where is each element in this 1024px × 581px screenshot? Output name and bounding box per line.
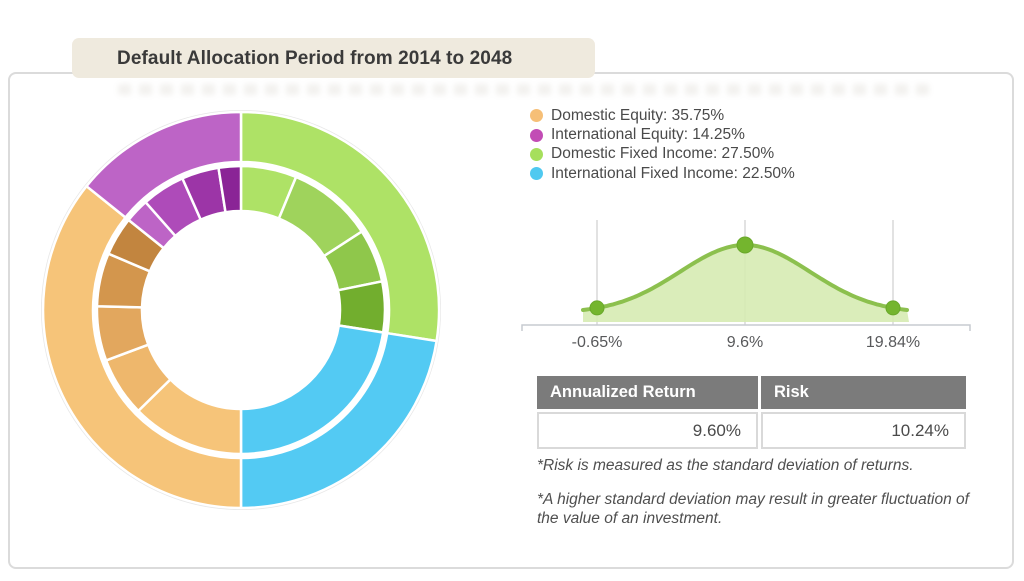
legend-item: International Equity: 14.25% [530,125,795,144]
legend-item-label: International Fixed Income: 22.50% [551,164,795,182]
distribution-area [583,245,909,322]
risk-value: 10.24% [761,412,966,449]
blurred-background-text [118,84,930,95]
deviation-footnote: *A higher standard deviation may result … [537,491,969,527]
return-distribution-chart: -0.65% 9.6% 19.84% [521,220,971,351]
donut-segment-inner[interactable] [336,280,387,334]
legend-color-dot [530,167,543,181]
legend-item-label: International Equity: 14.25% [551,126,745,144]
distribution-point[interactable] [885,300,901,316]
risk-footnote: *Risk is measured as the standard deviat… [537,457,914,474]
distribution-point[interactable] [736,236,754,254]
summary-table: Annualized Return Risk 9.60% 10.24% [537,376,966,449]
donut-segment-inner[interactable] [217,164,243,214]
x-tick-label: 9.6% [727,334,763,351]
donut-segment-outer[interactable] [41,184,243,510]
annualized-return-value: 9.60% [537,412,758,449]
table-header-annualized-return: Annualized Return [537,376,758,409]
allocation-donut-chart[interactable] [38,105,444,511]
distribution-point[interactable] [589,300,605,316]
page-title: Default Allocation Period from 2014 to 2… [117,48,513,69]
x-tick-label: -0.65% [572,334,623,351]
allocation-legend: Domestic Equity: 35.75% International Eq… [530,106,795,184]
legend-color-dot [530,147,543,161]
x-axis [521,324,971,331]
table-header-risk: Risk [761,376,966,409]
legend-item: Domestic Fixed Income: 27.50% [530,145,795,164]
legend-color-dot [530,109,543,123]
legend-item: International Fixed Income: 22.50% [530,164,795,183]
legend-color-dot [530,128,543,142]
x-tick-label: 19.84% [866,334,920,351]
legend-item-label: Domestic Fixed Income: 27.50% [551,145,775,163]
legend-item-label: Domestic Equity: 35.75% [551,106,725,124]
legend-item: Domestic Equity: 35.75% [530,106,795,125]
report-title-banner: Default Allocation Period from 2014 to 2… [72,38,595,78]
donut-segment-outer[interactable] [85,110,243,219]
